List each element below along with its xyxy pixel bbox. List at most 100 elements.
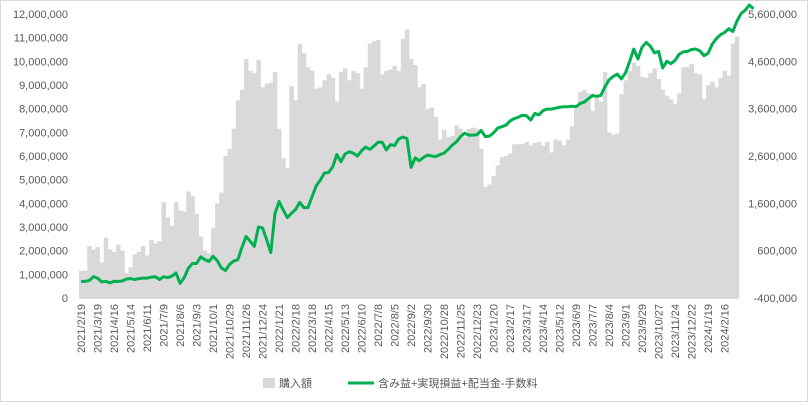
bar <box>252 73 257 298</box>
bar <box>590 111 595 298</box>
x-axis-tick-label: 2023/5/12 <box>555 304 567 353</box>
right-axis-tick-label: -400,000 <box>754 293 797 305</box>
bar <box>458 128 463 298</box>
bar <box>466 128 472 298</box>
x-axis-tick-label: 2021/4/16 <box>109 304 121 353</box>
line-series-total-profit <box>81 3 755 285</box>
bar <box>495 165 501 298</box>
bar <box>132 254 138 298</box>
x-axis-tick-label: 2022/2/18 <box>291 304 303 353</box>
x-axis-tick-label: 2023/7/7 <box>588 304 600 347</box>
bar <box>487 184 492 298</box>
bar <box>479 148 484 298</box>
x-axis-tick-label: 2021/10/29 <box>225 304 237 359</box>
bar <box>648 73 653 298</box>
x-axis-tick-label: 2022/5/13 <box>340 304 352 353</box>
bar <box>404 29 410 298</box>
bar <box>116 244 121 298</box>
bar <box>400 38 406 298</box>
bar <box>297 43 303 298</box>
bar <box>153 243 158 298</box>
bar <box>206 253 212 298</box>
left-axis-tick-label: 5,000,000 <box>19 175 68 187</box>
bar <box>396 70 402 298</box>
bar <box>392 66 397 298</box>
bar <box>301 53 307 298</box>
x-axis-tick-label: 2023/8/4 <box>604 304 616 347</box>
bar <box>491 176 496 298</box>
axes: 0 1,000,000 2,000,000 3,000,000 4,000,000 5,0… <box>13 9 797 359</box>
x-axis-tick-label: 2022/10/28 <box>439 304 451 359</box>
bar <box>91 249 96 298</box>
bar <box>351 70 356 298</box>
legend: 購入額 含み益+実現損益+配当金-手数料 <box>263 376 538 390</box>
left-axis-tick-label: 2,000,000 <box>19 246 68 258</box>
bar <box>536 141 542 298</box>
bar <box>281 158 286 298</box>
x-axis-tick-label: 2022/7/8 <box>373 304 385 347</box>
bar <box>652 68 657 299</box>
left-axis-tick-label: 6,000,000 <box>19 151 68 163</box>
bar <box>503 156 509 298</box>
bar <box>256 60 261 299</box>
right-axis-tick-label: 4,600,000 <box>748 56 797 68</box>
bar <box>314 88 319 298</box>
left-axis-tick-label: 11,000,000 <box>14 33 68 45</box>
bar <box>264 83 270 298</box>
bar <box>532 142 538 298</box>
bar <box>285 167 290 298</box>
bar <box>499 157 505 298</box>
bar <box>293 100 298 298</box>
bar <box>421 83 426 298</box>
bar <box>338 71 344 298</box>
bar <box>318 87 323 299</box>
x-axis-tick-label: 2021/9/3 <box>192 304 204 347</box>
bar <box>161 202 166 298</box>
bar <box>244 58 249 298</box>
bar <box>182 211 187 298</box>
bar <box>565 139 571 298</box>
bar <box>730 43 736 298</box>
bar <box>277 128 282 298</box>
bar <box>582 89 587 298</box>
bar <box>388 69 393 299</box>
left-axis-tick-label: 12,000,000 <box>13 9 68 21</box>
left-axis-tick-label: 9,000,000 <box>19 80 68 92</box>
bar <box>553 139 558 298</box>
bar <box>673 103 678 299</box>
bar <box>483 186 488 298</box>
bar <box>644 77 649 299</box>
x-axis-tick-label: 2021/2/19 <box>76 304 88 353</box>
bar <box>454 125 459 298</box>
bar <box>112 251 117 298</box>
bar <box>310 70 315 298</box>
bar <box>623 80 628 299</box>
bar <box>95 247 100 298</box>
right-axis-tick-label: 5,600,000 <box>748 9 797 21</box>
x-axis-tick-label: 2021/11/26 <box>241 304 253 358</box>
bar <box>714 87 719 299</box>
x-axis-tick-label: 2022/4/15 <box>324 304 336 353</box>
bar <box>194 213 199 298</box>
x-axis-tick-label: 2023/9/29 <box>637 304 649 353</box>
bar <box>685 67 690 298</box>
right-axis-tick-label: 2,600,000 <box>748 151 797 163</box>
bar <box>173 202 179 298</box>
bar <box>120 250 125 298</box>
bar <box>516 144 521 298</box>
x-axis-tick-label: 2024/2/16 <box>720 304 732 353</box>
right-axis-tick-label: 600,000 <box>757 246 797 258</box>
bar <box>330 77 336 299</box>
legend-label-bar: 購入額 <box>279 376 312 390</box>
bar <box>668 99 674 298</box>
bar <box>326 74 331 298</box>
bar <box>681 67 686 298</box>
bar <box>615 133 620 298</box>
x-axis-tick-label: 2022/6/10 <box>357 304 369 353</box>
bar <box>635 66 641 298</box>
bar <box>470 127 476 298</box>
bar <box>545 141 550 298</box>
bar <box>223 156 228 298</box>
x-axis-tick-label: 2022/3/18 <box>307 304 319 353</box>
bar <box>640 76 645 298</box>
